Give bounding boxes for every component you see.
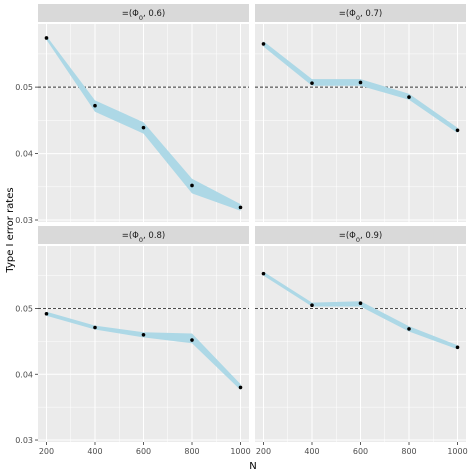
y-tick-label: 0.04	[15, 150, 33, 159]
y-tick-label: 0.05	[15, 304, 33, 313]
x-tick-label: 400	[87, 447, 102, 456]
data-point	[93, 103, 97, 108]
confidence-band	[46, 311, 241, 390]
x-tick-label: 200	[39, 447, 54, 456]
data-point	[407, 327, 411, 331]
data-point	[261, 271, 266, 276]
data-point	[190, 338, 194, 342]
data-point	[238, 205, 243, 210]
x-tick-label: 200	[256, 447, 271, 456]
data-point	[358, 301, 363, 306]
y-tick-label: 0.03	[15, 216, 33, 225]
facet-panel-3: =(Φ0, 0.8) 0.03 0.04 0.05 200 400 600 800 1000	[15, 226, 251, 456]
facet-strip-label: =(Φ0, 0.6)	[122, 9, 166, 22]
data-point	[261, 42, 266, 46]
x-tick-label: 400	[304, 447, 319, 456]
facet-strip	[38, 226, 249, 244]
facet-panel-2: =(Φ0, 0.7)	[255, 4, 466, 222]
confidence-band	[46, 36, 241, 211]
y-tick-label: 0.04	[15, 370, 33, 379]
data-point	[141, 332, 146, 337]
data-point	[93, 325, 97, 330]
data-point	[44, 36, 49, 40]
x-tick-label: 600	[353, 447, 368, 456]
facet-strip	[255, 226, 466, 244]
data-point	[44, 311, 49, 316]
x-tick-label: 600	[136, 447, 151, 456]
x-tick-label: 800	[184, 447, 199, 456]
data-point	[238, 385, 243, 390]
data-point	[407, 95, 411, 99]
x-tick-label: 1000	[230, 447, 250, 456]
facet-strip-label: =(Φ0, 0.8)	[122, 231, 166, 244]
y-axis-title: Type I error rates	[5, 187, 16, 273]
facet-panel-4: =(Φ0, 0.9) 200 400 600 800 1000	[255, 226, 468, 456]
y-tick-label: 0.03	[15, 436, 33, 445]
facet-strip	[255, 4, 466, 22]
data-point	[190, 183, 194, 188]
data-point	[141, 125, 146, 130]
x-axis-title: N	[249, 461, 256, 472]
facet-strip-label: =(Φ0, 0.7)	[339, 9, 383, 22]
x-tick-label: 1000	[447, 447, 467, 456]
x-tick-label: 800	[401, 447, 416, 456]
data-point	[310, 303, 314, 307]
facet-strip-label: =(Φ0, 0.9)	[339, 231, 383, 244]
data-point	[310, 81, 314, 85]
facet-strip	[38, 4, 249, 22]
y-tick-label: 0.05	[15, 83, 33, 92]
data-point	[358, 80, 363, 85]
data-point	[455, 345, 460, 350]
data-point	[455, 128, 460, 133]
facet-panel-1: =(Φ0, 0.6) 0.03 0.04 0.05	[15, 4, 249, 225]
